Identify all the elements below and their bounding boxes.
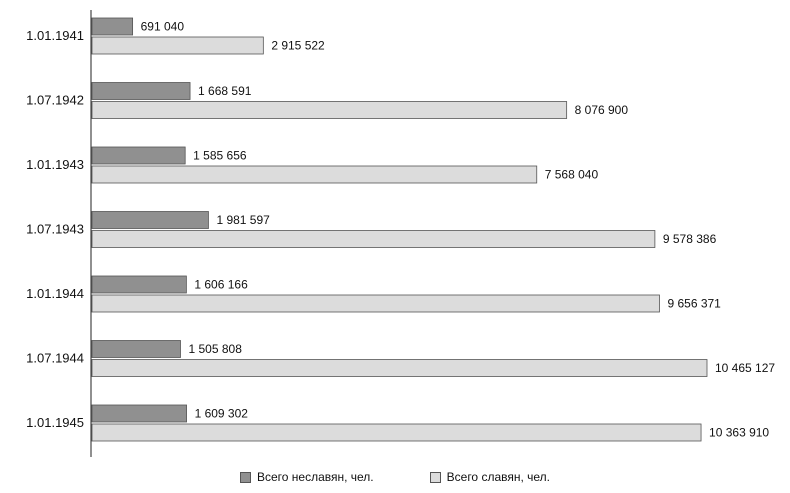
value-label-slavs: 9 578 386 — [663, 232, 717, 246]
category-label: 1.07.1944 — [26, 351, 84, 366]
category-label: 1.01.1945 — [26, 415, 84, 430]
category-label: 1.07.1943 — [26, 222, 84, 237]
legend-swatch-slavs — [429, 471, 441, 483]
value-label-nonslavs: 1 609 302 — [195, 407, 249, 421]
bar-slavs — [91, 294, 660, 313]
bar-slavs — [91, 359, 708, 377]
bar-nonslavs — [91, 17, 134, 36]
value-label-nonslavs: 691 040 — [141, 20, 185, 34]
legend-item-slavs: Всего славян, чел. — [429, 468, 551, 486]
bar-nonslavs — [91, 275, 187, 294]
value-label-nonslavs: 1 981 597 — [216, 213, 270, 227]
category-label: 1.01.1944 — [26, 286, 84, 301]
legend-label-nonslavs: Всего неславян, чел. — [256, 470, 374, 484]
value-label-slavs: 7 568 040 — [545, 168, 599, 182]
bar-nonslavs — [91, 340, 181, 358]
value-label-nonslavs: 1 606 166 — [194, 278, 248, 292]
bar-nonslavs — [91, 404, 187, 423]
legend-swatch-nonslavs — [239, 471, 251, 483]
bar-slavs — [91, 36, 264, 55]
value-label-slavs: 8 076 900 — [575, 103, 629, 117]
value-label-slavs: 10 363 910 — [709, 426, 769, 440]
value-label-nonslavs: 1 505 808 — [188, 342, 242, 356]
value-label-nonslavs: 1 668 591 — [198, 84, 252, 98]
legend-item-nonslavs: Всего неславян, чел. — [239, 468, 374, 486]
category-label: 1.01.1943 — [26, 157, 84, 172]
bar-nonslavs — [91, 146, 186, 165]
bar-nonslavs — [91, 82, 191, 100]
value-label-nonslavs: 1 585 656 — [193, 149, 247, 163]
value-label-slavs: 9 656 371 — [667, 297, 721, 311]
value-label-slavs: 2 915 522 — [271, 39, 325, 53]
legend-label-slavs: Всего славян, чел. — [446, 470, 551, 484]
bar-slavs — [91, 101, 568, 119]
category-label: 1.07.1942 — [26, 93, 84, 108]
category-label: 1.01.1941 — [26, 28, 84, 43]
bar-slavs — [91, 230, 656, 248]
value-label-slavs: 10 465 127 — [715, 361, 775, 375]
bar-nonslavs — [91, 211, 209, 229]
bar-slavs — [91, 423, 702, 442]
bars-group: 1.01.1941 691 040 2 915 522 1.07.1942 1 668 … — [26, 17, 775, 442]
bar-slavs — [91, 165, 538, 184]
legend: Всего неславян, чел. Всего славян, чел. — [0, 468, 790, 486]
